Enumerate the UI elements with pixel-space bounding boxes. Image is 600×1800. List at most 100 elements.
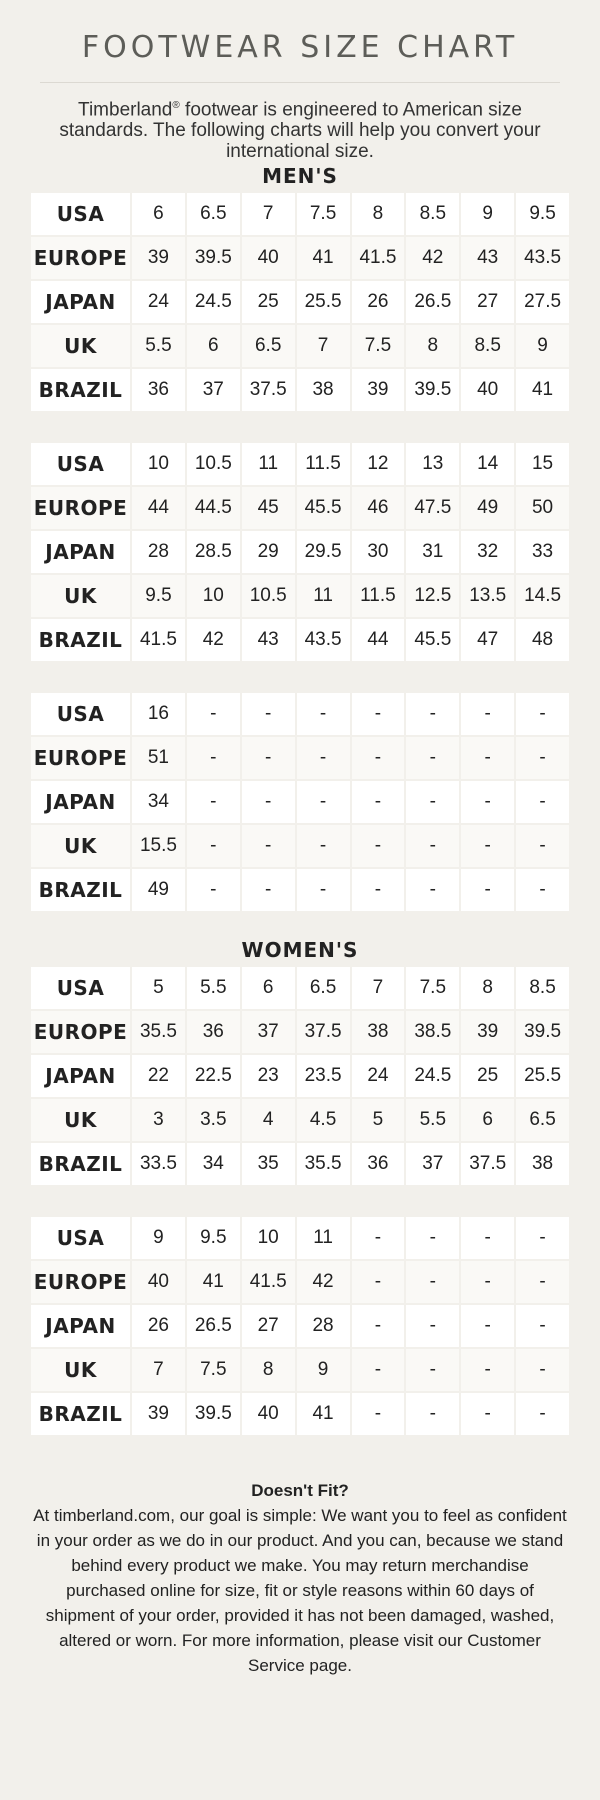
size-cell: 37.5 <box>296 1011 350 1053</box>
size-cell: 9.5 <box>516 193 569 235</box>
size-cell: - <box>516 781 569 823</box>
size-cell: 40 <box>241 237 295 279</box>
size-cell: 6 <box>132 193 185 235</box>
size-cell: 39.5 <box>186 1393 240 1435</box>
size-cell: 7.5 <box>186 1349 240 1391</box>
mens-section: MEN'S USA 6 6.5 7 7.5 8 8.5 9 9.5 EUROPE 39 39.5 40 4… <box>0 161 600 913</box>
row-label: USA <box>31 193 130 235</box>
size-cell: 24.5 <box>406 1055 460 1097</box>
size-cell: 27.5 <box>516 281 569 323</box>
row-label: EUROPE <box>31 237 130 279</box>
table-row: JAPAN 24 24.5 25 25.5 26 26.5 27 27.5 <box>31 281 569 323</box>
size-cell: 24 <box>351 1055 405 1097</box>
size-cell: 49 <box>132 869 185 911</box>
size-cell: - <box>461 737 515 779</box>
size-cell: 5.5 <box>406 1099 460 1141</box>
size-cell: 7 <box>296 325 350 367</box>
size-cell: 39 <box>351 369 405 411</box>
size-cell: - <box>241 737 295 779</box>
size-cell: - <box>351 1393 405 1435</box>
size-cell: 23.5 <box>296 1055 350 1097</box>
size-cell: 43 <box>461 237 515 279</box>
table-row: UK 9.5 10 10.5 11 11.5 12.5 13.5 14.5 <box>31 575 569 617</box>
size-cell: 39.5 <box>516 1011 569 1053</box>
row-label: JAPAN <box>31 531 130 573</box>
size-cell: - <box>461 1305 515 1347</box>
table-row: JAPAN 22 22.5 23 23.5 24 24.5 25 25.5 <box>31 1055 569 1097</box>
size-cell: - <box>516 869 569 911</box>
size-table: USA 5 5.5 6 6.5 7 7.5 8 8.5 EUROPE 35.5 36 37 37.5 38 3… <box>29 965 571 1187</box>
table-row: USA 9 9.5 10 11- - - - <box>31 1217 569 1259</box>
size-cell: 51 <box>132 737 185 779</box>
size-cell: - <box>241 869 295 911</box>
size-cell: - <box>296 693 350 735</box>
size-cell: - <box>406 1349 460 1391</box>
size-cell: 4 <box>241 1099 295 1141</box>
size-cell: 7.5 <box>296 193 350 235</box>
size-cell: - <box>406 693 460 735</box>
size-cell: 7 <box>241 193 295 235</box>
size-cell: - <box>406 1261 460 1303</box>
table-row: BRAZIL 39 39.5 40 41- - - - <box>31 1393 569 1435</box>
size-cell: 11 <box>296 1217 350 1259</box>
size-cell: 39.5 <box>406 369 460 411</box>
row-label: BRAZIL <box>31 869 130 911</box>
size-cell: - <box>186 781 240 823</box>
row-label: JAPAN <box>31 1305 130 1347</box>
table-row: USA 16- - - - - - - <box>31 693 569 735</box>
size-cell: - <box>516 693 569 735</box>
size-cell: 25 <box>241 281 295 323</box>
size-cell: - <box>461 1217 515 1259</box>
table-row: JAPAN 26 26.5 27 28- - - - <box>31 1305 569 1347</box>
size-cell: 24 <box>132 281 185 323</box>
row-label: UK <box>31 825 130 867</box>
size-cell: 37.5 <box>241 369 295 411</box>
size-cell: 30 <box>351 531 405 573</box>
row-label: EUROPE <box>31 1261 130 1303</box>
size-cell: 26.5 <box>406 281 460 323</box>
size-cell: 39.5 <box>186 237 240 279</box>
size-cell: - <box>406 1393 460 1435</box>
row-label: BRAZIL <box>31 619 130 661</box>
size-cell: 38 <box>296 369 350 411</box>
size-cell: - <box>186 825 240 867</box>
registered-mark: ® <box>172 100 180 111</box>
size-cell: - <box>516 825 569 867</box>
size-cell: 37 <box>186 369 240 411</box>
size-cell: 25.5 <box>516 1055 569 1097</box>
size-cell: 10 <box>132 443 185 485</box>
size-cell: 27 <box>461 281 515 323</box>
womens-table-1: USA 5 5.5 6 6.5 7 7.5 8 8.5 EUROPE 35.5 36 37 37.5 38 3… <box>29 965 571 1187</box>
size-cell: 5 <box>351 1099 405 1141</box>
size-cell: 39 <box>132 1393 185 1435</box>
size-cell: 7.5 <box>351 325 405 367</box>
size-cell: - <box>186 693 240 735</box>
row-label: USA <box>31 693 130 735</box>
mens-title: MEN'S <box>262 164 338 188</box>
size-cell: 12 <box>351 443 405 485</box>
size-cell: 49 <box>461 487 515 529</box>
size-cell: 36 <box>351 1143 405 1185</box>
size-cell: - <box>241 693 295 735</box>
size-cell: - <box>351 825 405 867</box>
row-label: UK <box>31 575 130 617</box>
size-cell: 5.5 <box>132 325 185 367</box>
size-cell: 10 <box>186 575 240 617</box>
table-row: BRAZIL 49- - - - - - - <box>31 869 569 911</box>
size-cell: 38 <box>351 1011 405 1053</box>
size-cell: 36 <box>186 1011 240 1053</box>
size-cell: 10 <box>241 1217 295 1259</box>
size-cell: 37 <box>241 1011 295 1053</box>
size-cell: 39 <box>132 237 185 279</box>
size-cell: 44 <box>132 487 185 529</box>
size-cell: 45.5 <box>406 619 460 661</box>
womens-section: WOMEN'S USA 5 5.5 6 6.5 7 7.5 8 8.5 EUROPE 35.5 36 3… <box>0 935 600 1437</box>
size-cell: - <box>406 781 460 823</box>
table-row: EUROPE 44 44.5 45 45.5 46 47.5 49 50 <box>31 487 569 529</box>
mens-table-1: USA 6 6.5 7 7.5 8 8.5 9 9.5 EUROPE 39 39.5 40 41 41.5 4… <box>29 191 571 413</box>
size-cell: 9 <box>296 1349 350 1391</box>
size-cell: - <box>461 1349 515 1391</box>
size-cell: 15.5 <box>132 825 185 867</box>
size-cell: 23 <box>241 1055 295 1097</box>
